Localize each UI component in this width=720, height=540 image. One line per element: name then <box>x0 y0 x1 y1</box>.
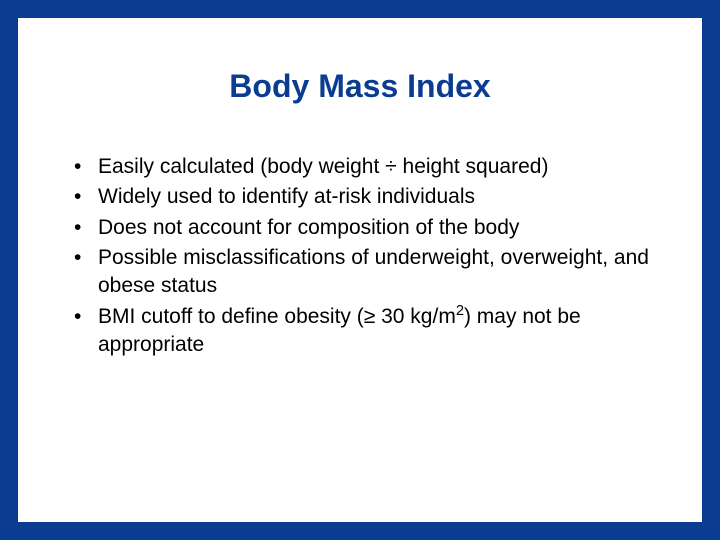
bullet-text-prefix: BMI cutoff to define obesity (≥ 30 kg/m <box>98 305 456 328</box>
list-item: Does not account for composition of the … <box>68 214 652 242</box>
bullet-text: Does not account for composition of the … <box>98 216 519 239</box>
list-item: BMI cutoff to define obesity (≥ 30 kg/m2… <box>68 303 652 360</box>
bullet-text: Easily calculated (body weight ÷ height … <box>98 155 548 178</box>
bullet-list: Easily calculated (body weight ÷ height … <box>68 153 652 359</box>
list-item: Widely used to identify at-risk individu… <box>68 183 652 211</box>
slide-frame: Body Mass Index Easily calculated (body … <box>0 0 720 540</box>
list-item: Easily calculated (body weight ÷ height … <box>68 153 652 181</box>
bullet-text: Possible misclassifications of underweig… <box>98 246 649 297</box>
slide-content: Body Mass Index Easily calculated (body … <box>18 18 702 522</box>
superscript: 2 <box>456 303 464 319</box>
bullet-text: Widely used to identify at-risk individu… <box>98 185 475 208</box>
list-item: Possible misclassifications of underweig… <box>68 244 652 301</box>
slide-title: Body Mass Index <box>68 68 652 105</box>
